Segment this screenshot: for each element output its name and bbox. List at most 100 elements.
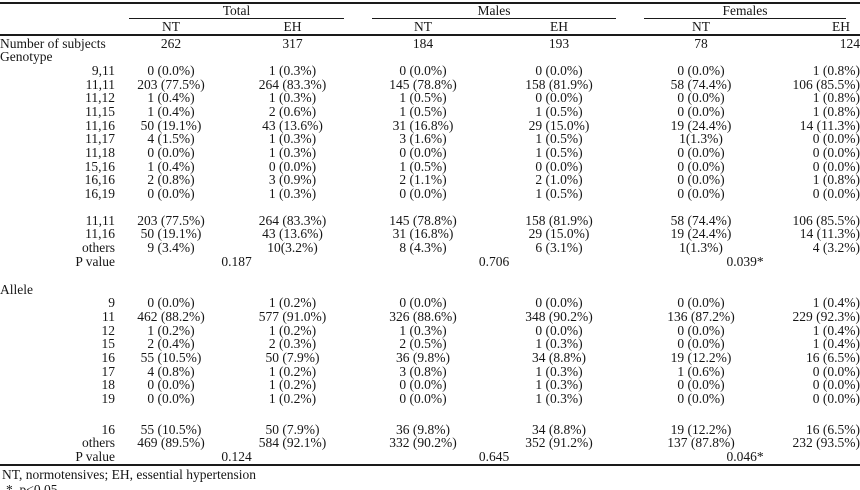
cell-value: 0 (0.0%) bbox=[535, 295, 583, 311]
row-label: 18 bbox=[101, 377, 116, 393]
spacer bbox=[0, 268, 860, 282]
cell-value: 1 (0.5%) bbox=[535, 144, 583, 160]
cell-value: 1 (0.2%) bbox=[268, 322, 317, 338]
cell-value: 1 (0.6%) bbox=[677, 363, 725, 379]
cell-value: 264 (83.3%) bbox=[258, 76, 327, 92]
spacer bbox=[0, 200, 860, 213]
cell-value: 50 (7.9%) bbox=[265, 350, 320, 366]
group-label-total: Total bbox=[222, 3, 251, 18]
cell-value: 2 (0.4%) bbox=[147, 336, 195, 352]
col-header-males-nt: NT bbox=[358, 19, 488, 36]
table-row: 11,11 203 (77.5%) 264 (83.3%) 145 (78.8%… bbox=[0, 77, 860, 91]
cell-value: 1 (0.2%) bbox=[268, 295, 317, 311]
cell-value: 4 (1.5%) bbox=[147, 131, 195, 147]
p-value-females: 0.039* bbox=[726, 253, 764, 269]
cell-value: 3 (1.6%) bbox=[399, 131, 447, 147]
row-label: 12 bbox=[101, 322, 116, 338]
row-label: 19 bbox=[101, 391, 116, 407]
column-group-males: Males bbox=[358, 3, 630, 19]
table-row: 16,19 0 (0.0%) 1 (0.3%) 0 (0.0%) 1 (0.5%… bbox=[0, 187, 860, 201]
cell-value: 0 (0.0%) bbox=[399, 144, 447, 160]
p-value-total: 0.187 bbox=[221, 253, 252, 269]
cell-value: 106 (85.5%) bbox=[792, 76, 860, 92]
table-row: 16 55 (10.5%) 50 (7.9%) 36 (9.8%) 34 (8.… bbox=[0, 351, 860, 365]
cell-value: 36 (9.8%) bbox=[396, 421, 450, 437]
table-row: 11,12 1 (0.4%) 1 (0.3%) 1 (0.5%) 0 (0.0%… bbox=[0, 91, 860, 105]
p-value-row-allele: P value 0.124 0.645 0.046* bbox=[0, 449, 860, 466]
cell-value: 0 (0.0%) bbox=[399, 186, 447, 202]
cell-value: 3 (0.9%) bbox=[268, 172, 317, 188]
cell-value: 29 (15.0%) bbox=[528, 226, 590, 242]
cell-value: 34 (8.8%) bbox=[532, 350, 586, 366]
cell-value: 14 (11.3%) bbox=[799, 117, 860, 133]
cell-value: 58 (74.4%) bbox=[670, 212, 732, 228]
p-value-total: 0.124 bbox=[115, 449, 358, 466]
cell-value: 145 (78.8%) bbox=[389, 212, 457, 228]
cell-value: 2 (0.6%) bbox=[268, 103, 317, 119]
row-label: 15,16 bbox=[84, 158, 115, 174]
p-value-males: 0.645 bbox=[358, 449, 630, 466]
cell-value: 2 (0.8%) bbox=[147, 172, 195, 188]
cell-value: 264 (83.3%) bbox=[258, 212, 327, 228]
row-label: 11,15 bbox=[85, 103, 115, 119]
column-group-females: Females bbox=[630, 3, 860, 19]
table-row: 11 462 (88.2%) 577 (91.0%) 326 (88.6%) 3… bbox=[0, 310, 860, 324]
row-label: Number of subjects bbox=[0, 35, 106, 51]
cell-value: 158 (81.9%) bbox=[525, 212, 593, 228]
row-label: 15 bbox=[101, 336, 116, 352]
row-label: 16,19 bbox=[84, 186, 115, 202]
cell-value: 1 (0.4%) bbox=[147, 103, 195, 119]
p-value-females: 0.046* bbox=[630, 449, 860, 466]
cell-value: 0 (0.0%) bbox=[535, 90, 583, 106]
cell-value: 317 bbox=[282, 35, 303, 51]
cell-value: 0 (0.0%) bbox=[399, 377, 447, 393]
cell-value: 0 (0.0%) bbox=[677, 172, 725, 188]
subjects-row: Number of subjects 262 317 184 193 78 12… bbox=[0, 35, 860, 50]
cell-value: 0 (0.0%) bbox=[677, 295, 725, 311]
cell-value: 332 (90.2%) bbox=[389, 435, 457, 451]
cell-value: 184 bbox=[412, 35, 434, 51]
cell-value: 19 (12.2%) bbox=[670, 350, 732, 366]
col-header-females-eh: EH bbox=[772, 19, 860, 36]
cell-value: 0 (0.0%) bbox=[677, 322, 725, 338]
cell-value: 1 (0.5%) bbox=[399, 158, 447, 174]
cell-value: 1 (0.2%) bbox=[268, 391, 317, 407]
cell-value: 0 (0.0%) bbox=[535, 62, 583, 78]
spacer-row bbox=[0, 268, 860, 282]
cell-value: 0 (0.0%) bbox=[147, 62, 195, 78]
cell-value: 14 (11.3%) bbox=[799, 226, 860, 242]
table-row: 15,16 1 (0.4%) 0 (0.0%) 1 (0.5%) 0 (0.0%… bbox=[0, 159, 860, 173]
row-label: 11,17 bbox=[85, 131, 115, 147]
cell-value: 203 (77.5%) bbox=[137, 212, 205, 228]
cell-value: 145 (78.8%) bbox=[389, 76, 457, 92]
footnote-significance: *, p<0.05. bbox=[6, 481, 61, 490]
table-row: 17 4 (0.8%) 1 (0.2%) 3 (0.8%) 1 (0.3%) 1… bbox=[0, 364, 860, 378]
cell-value: 203 (77.5%) bbox=[137, 76, 205, 92]
subheader-row: NT EH NT EH NT EH bbox=[0, 19, 860, 36]
spacer-row bbox=[0, 405, 860, 422]
cell-value: 0 (0.0%) bbox=[677, 103, 725, 119]
cell-value: 0 (0.0%) bbox=[812, 186, 860, 202]
table-row: 16 55 (10.5%) 50 (7.9%) 36 (9.8%) 34 (8.… bbox=[0, 422, 860, 436]
row-label: 11,11 bbox=[85, 212, 115, 228]
cell-value: 29 (15.0%) bbox=[528, 117, 590, 133]
cell-value: 19 (24.4%) bbox=[670, 226, 732, 242]
cell-value: 584 (92.1%) bbox=[258, 435, 327, 451]
cell-value: 0 (0.0%) bbox=[677, 391, 725, 407]
table-row: others 9 (3.4%) 10(3.2%) 8 (4.3%) 6 (3.1… bbox=[0, 241, 860, 255]
cell-value: 0 (0.0%) bbox=[677, 90, 725, 106]
table-row: 12 1 (0.2%) 1 (0.2%) 1 (0.3%) 0 (0.0%) 0… bbox=[0, 323, 860, 337]
row-label: 16 bbox=[101, 421, 116, 437]
cell-value: 3 (0.8%) bbox=[399, 363, 447, 379]
row-label: 11 bbox=[102, 308, 115, 324]
group-underline: Males bbox=[372, 4, 616, 19]
cell-value: 0 (0.0%) bbox=[812, 363, 860, 379]
cell-value: 0 (0.0%) bbox=[147, 144, 195, 160]
cell-value: 0 (0.0%) bbox=[677, 144, 725, 160]
p-value-males: 0.706 bbox=[478, 253, 510, 269]
cell-value: 34 (8.8%) bbox=[532, 421, 586, 437]
cell-value: 0 (0.0%) bbox=[399, 391, 447, 407]
cell-value: 1 (0.3%) bbox=[268, 186, 317, 202]
cell-value: 19 (12.2%) bbox=[670, 421, 732, 437]
cell-value: 55 (10.5%) bbox=[140, 421, 202, 437]
